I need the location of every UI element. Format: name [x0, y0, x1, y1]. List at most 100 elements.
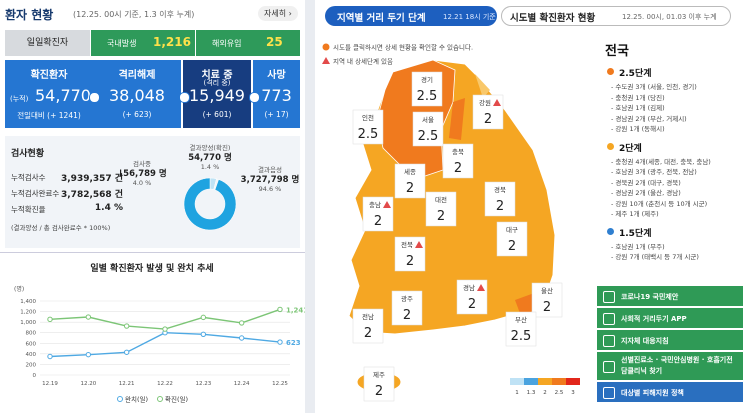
land-low	[475, 74, 490, 98]
region-box	[412, 111, 444, 147]
group-dot	[607, 142, 614, 150]
link-button[interactable]: 대상별 피해지원 정책	[597, 382, 743, 402]
region-label[interactable]: 제주 2	[363, 366, 395, 402]
y-tick-label: 800	[26, 331, 37, 337]
region-box	[391, 290, 423, 326]
tab-other[interactable]: 시도별 확진환자 현황 12.25. 00시, 01.03 이후 누계	[501, 6, 731, 26]
region-label[interactable]: 전남 2	[352, 308, 384, 344]
donut-name: 결과음성	[258, 165, 282, 174]
group-item: - 경남권 2개 (부산, 거제시)	[611, 114, 687, 123]
region-label[interactable]: 전북 2	[394, 236, 426, 272]
overseas-value: 25	[266, 35, 283, 49]
series-line	[49, 332, 281, 358]
stat-prefix: (누적)	[10, 95, 29, 103]
group-item: - 호남권 1개 (김제)	[611, 104, 665, 112]
region-name: 제주	[373, 371, 385, 379]
series-point	[238, 335, 245, 341]
stat-value: 15,949	[189, 86, 245, 105]
stat-value: 773	[261, 86, 292, 105]
region-name: 광주	[401, 295, 413, 303]
y-tick-label: 1,200	[20, 310, 36, 316]
trend-area: 일별 확진환자 발생 및 완치 추세 (명) 0 200 400 600 800 1,000 1…	[0, 252, 308, 413]
overseas-label: 해외유입	[212, 39, 242, 48]
region-box	[363, 366, 395, 402]
legend-marker	[117, 396, 123, 402]
stat-box: 사망 773 (+ 17)	[253, 60, 300, 128]
legend-label: 2.5	[555, 390, 564, 396]
region-label[interactable]: 충북 2	[442, 143, 474, 179]
legend-swatch	[510, 378, 524, 385]
link-button[interactable]: 사회적 거리두기 APP	[597, 308, 743, 328]
y-tick-label: 1,400	[20, 299, 36, 305]
region-level: 2	[468, 297, 476, 312]
series-point	[162, 326, 168, 332]
region-label[interactable]: 경기 2.5	[411, 71, 443, 107]
series-point	[123, 349, 130, 355]
y-tick-label: 200	[26, 362, 37, 368]
region-label[interactable]: 경남 2	[456, 279, 488, 315]
group-dot	[607, 68, 614, 75]
link-button[interactable]: 선별진료소 · 국민안심병원 · 호흡기전담클리닉 찾기	[597, 352, 743, 380]
group-item: - 호남권 3개 (광주, 전북, 전남)	[611, 168, 697, 176]
tab-active[interactable]: 지역별 거리 두기 단계 12.21 18시 기준	[325, 6, 497, 26]
region-label[interactable]: 대전 2	[425, 191, 457, 227]
group-item: - 제주 1개 (제주)	[611, 210, 659, 218]
tab-label: 시도별 확진환자 현황	[510, 13, 596, 24]
left-panel: 환자 현황 (12.25. 00시 기준, 1.3 이후 누계) 자세히 › 일…	[0, 0, 308, 413]
region-name: 전남	[362, 312, 374, 321]
region-label[interactable]: 대구 2	[496, 221, 528, 257]
summary-title: 전국	[605, 44, 629, 59]
series-point	[277, 339, 283, 345]
region-name: 충북	[452, 147, 464, 156]
group-item: - 충청권 4개(세종, 대전, 충북, 충남)	[611, 157, 711, 166]
detail-button[interactable]: 자세히 ›	[258, 6, 298, 21]
region-label[interactable]: 울산 2	[531, 282, 563, 318]
stat-box: 확진환자 (누적) 54,770 전일대비 (+ 1241)	[5, 60, 93, 128]
y-tick-label: 600	[26, 341, 37, 347]
subtitle: (12.25. 00시 기준, 1.3 이후 누계)	[73, 10, 195, 19]
region-box	[362, 196, 394, 232]
link-label: 지자체 대응지침	[621, 337, 669, 345]
region-level: 2	[543, 300, 551, 315]
series-point	[277, 306, 283, 313]
group-title: 1.5단계	[619, 228, 652, 239]
region-level: 2	[406, 181, 414, 196]
region-label[interactable]: 인천 2.5	[352, 109, 384, 145]
stat-title: 치료 중	[201, 70, 233, 81]
group-item: - 경남권 2개 (울산, 경남)	[611, 189, 681, 197]
region-label[interactable]: 광주 2	[391, 290, 423, 326]
region-level: 2	[437, 209, 445, 224]
region-label[interactable]: 강원 2	[472, 94, 504, 130]
region-level: 2	[403, 308, 411, 323]
link-button[interactable]: 지자체 대응지침	[597, 330, 743, 350]
right-panel: 지역별 거리 두기 단계 12.21 18시 기준 시도별 확진환자 현황 12…	[315, 0, 743, 413]
stat-sub: (격리 중)	[203, 79, 231, 87]
region-level: 2.5	[417, 89, 438, 104]
region-label[interactable]: 경북 2	[484, 181, 516, 217]
alert-icon	[477, 284, 485, 291]
region-level: 2	[375, 384, 383, 399]
title: 환자 현황	[5, 8, 54, 22]
region-name: 울산	[541, 286, 553, 295]
alert-icon	[493, 99, 501, 106]
region-label[interactable]: 세종 2	[394, 163, 426, 199]
region-level: 2	[496, 199, 504, 214]
region-name: 서울	[422, 115, 434, 124]
region-label[interactable]: 충남 2	[362, 196, 394, 232]
series-point	[123, 323, 130, 329]
daily-label: 일일확진자	[5, 30, 90, 56]
line-chart: 일별 확진환자 발생 및 완치 추세 (명) 0 200 400 600 800 1,000 1…	[14, 262, 308, 404]
donut-count: 156,789 명	[120, 168, 167, 179]
note: 시도를 클릭하시면 상세 현황을 확인할 수 있습니다.	[333, 43, 473, 52]
region-label[interactable]: 서울 2.5	[412, 111, 444, 147]
region-box	[394, 236, 426, 272]
test-row-value: 3,939,357 건	[61, 174, 124, 184]
link-button[interactable]: 코로나19 국민제안	[597, 286, 743, 306]
test-row-value: 3,782,568 건	[61, 190, 124, 200]
series-point	[238, 320, 245, 326]
operator-icon	[89, 92, 100, 103]
x-tick-label: 12.24	[234, 381, 250, 387]
region-label[interactable]: 부산 2.5	[505, 311, 537, 347]
